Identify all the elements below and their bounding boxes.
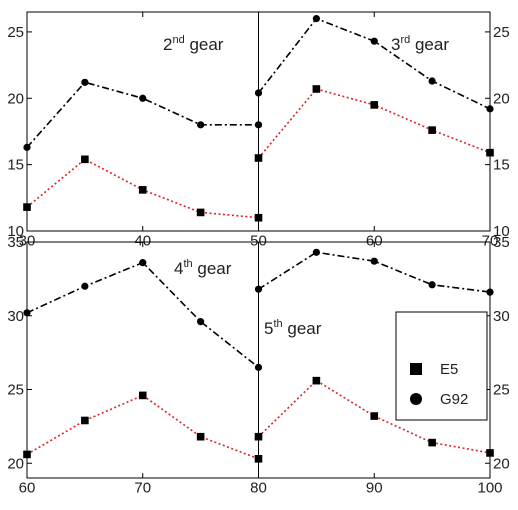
y-tick-label-right: 25 — [493, 24, 510, 41]
gear-annotation-label: gear — [283, 319, 322, 338]
x-tick-label: 90 — [366, 479, 383, 496]
y-tick-label-right: 15 — [493, 157, 510, 174]
data-point-square — [138, 186, 147, 194]
data-point-square — [312, 85, 321, 93]
y-tick-label-left: 25 — [7, 24, 24, 41]
data-point-square — [312, 376, 321, 385]
legend-label: G92 — [440, 391, 468, 408]
y-tick-label-left: 15 — [7, 157, 24, 174]
data-point-square — [138, 391, 147, 400]
series-line-circle-0 — [26, 261, 259, 369]
gear-annotation-superscript: nd — [172, 34, 184, 46]
x-tick-label: 30 — [19, 232, 36, 249]
y-tick-label-left: 30 — [7, 308, 24, 325]
x-tick-label: 70 — [134, 479, 151, 496]
series-line-circle-1 — [257, 17, 491, 110]
data-point-circle — [139, 259, 147, 267]
data-point-square — [254, 455, 263, 463]
data-point-square — [196, 432, 205, 441]
x-tick-label: 60 — [19, 479, 36, 496]
x-tick-label: 70 — [482, 232, 499, 249]
y-tick-label-left: 20 — [7, 455, 24, 472]
legend-marker-circle — [410, 393, 422, 405]
data-point-circle — [370, 37, 378, 45]
data-point-circle — [486, 288, 494, 296]
data-point-circle — [428, 281, 436, 289]
y-tick-label-left: 25 — [7, 382, 24, 399]
gear-annotation-label: gear — [410, 35, 449, 54]
data-point-circle — [254, 363, 263, 371]
data-point-circle — [312, 15, 320, 23]
y-tick-label-right: 25 — [493, 382, 510, 399]
y-tick-label-right: 20 — [493, 455, 510, 472]
series-line-circle-0 — [26, 81, 259, 148]
gear-annotation-superscript: th — [273, 318, 282, 330]
data-point-square — [81, 416, 89, 425]
gear-annotation-number: 2 — [163, 35, 172, 54]
y-tick-label-right: 20 — [493, 90, 510, 107]
series-line-circle-1 — [258, 251, 491, 293]
gear-annotation: 4th gear — [174, 258, 232, 278]
gear-annotation: 5th gear — [264, 318, 322, 338]
data-point-circle — [23, 143, 31, 151]
y-tick-label-right: 35 — [493, 234, 510, 251]
data-point-circle — [139, 94, 147, 102]
data-point-circle — [81, 282, 89, 290]
gear-annotation-number: 5 — [264, 319, 273, 338]
x-tick-label: 100 — [477, 479, 502, 496]
data-point-square — [428, 126, 436, 134]
data-point-square — [254, 213, 263, 222]
data-point-circle — [312, 248, 320, 256]
data-point-circle — [197, 318, 205, 326]
data-point-square — [370, 412, 379, 420]
y-tick-label-right: 10 — [493, 223, 510, 240]
x-tick-label: 60 — [366, 232, 383, 249]
data-point-circle — [81, 78, 89, 86]
data-point-square — [196, 208, 205, 217]
data-point-square — [81, 155, 89, 164]
gear-annotation: 2nd gear — [163, 34, 224, 54]
data-point-circle — [254, 121, 263, 129]
x-tick-label: 50 — [250, 232, 267, 249]
data-point-circle — [254, 89, 263, 97]
gear-annotation: 3rd gear — [391, 34, 449, 54]
y-tick-label-left: 20 — [7, 90, 24, 107]
data-point-circle — [197, 121, 205, 129]
data-point-square — [370, 101, 379, 109]
legend-label: E5 — [440, 361, 458, 378]
data-point-square — [486, 449, 494, 457]
data-point-square — [428, 438, 436, 447]
x-tick-label: 40 — [134, 232, 151, 249]
data-point-circle — [428, 77, 436, 85]
gear-annotation-superscript: rd — [400, 34, 410, 46]
data-point-square — [254, 154, 263, 162]
series-line-square-0 — [26, 394, 259, 460]
legend: E5 G92 — [395, 311, 488, 421]
gear-annotation-label: gear — [193, 259, 232, 278]
data-point-square — [23, 450, 31, 459]
y-tick-label-left: 10 — [7, 223, 24, 240]
gear-annotation-number: 3 — [391, 35, 400, 54]
x-tick-label: 80 — [250, 479, 267, 496]
data-point-circle — [486, 105, 494, 113]
gear-annotation-label: gear — [185, 35, 224, 54]
data-point-square — [486, 148, 494, 157]
data-point-square — [254, 432, 263, 441]
legend-marker-square — [410, 363, 422, 375]
data-point-circle — [254, 285, 263, 293]
gear-annotation-number: 4 — [174, 259, 183, 278]
y-tick-label-right: 30 — [493, 308, 510, 325]
series-line-square-1 — [257, 88, 491, 159]
data-point-square — [23, 203, 31, 211]
data-point-circle — [370, 257, 378, 265]
data-point-circle — [23, 309, 31, 317]
y-tick-label-left: 35 — [7, 234, 24, 251]
gear-annotation-superscript: th — [183, 258, 192, 270]
